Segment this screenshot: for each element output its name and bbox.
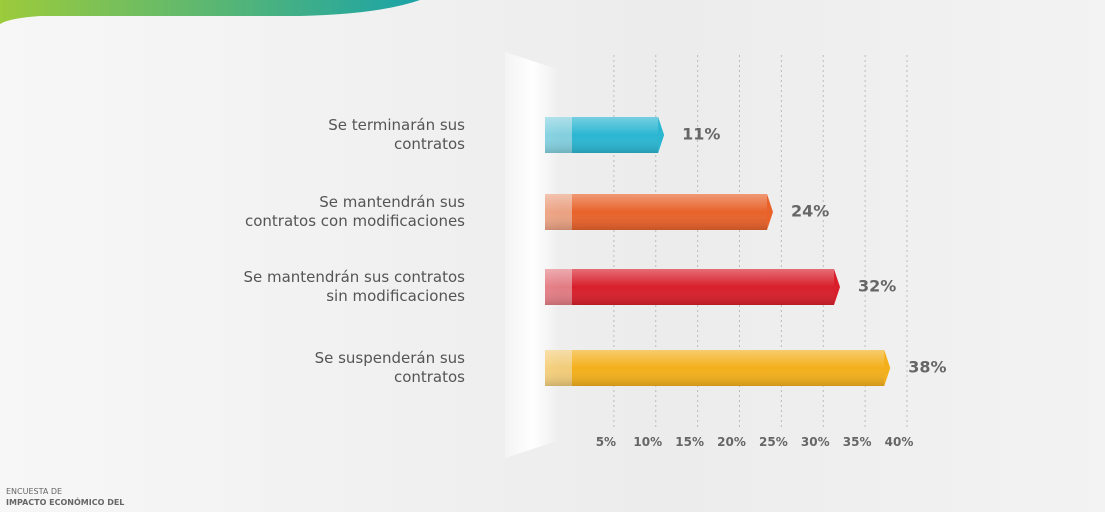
x-tick-label: 10% — [633, 435, 662, 449]
x-tick-label: 15% — [675, 435, 704, 449]
bar-shine — [545, 269, 834, 305]
bar-shine — [545, 194, 767, 230]
value-label: 24% — [791, 202, 829, 221]
x-tick-label: 25% — [759, 435, 788, 449]
category-label: Se mantendrán sus contratos con modifica… — [185, 193, 465, 231]
logo-text: IMPACTO ECONÓMICO DEL — [6, 498, 124, 507]
x-tick-label: 40% — [885, 435, 914, 449]
bar-shine — [545, 117, 658, 153]
bar-shine — [545, 350, 884, 386]
logo-text: ENCUESTA DE — [6, 487, 62, 496]
value-label: 32% — [858, 277, 896, 296]
header-swoosh — [0, 0, 420, 24]
category-label: Se mantendrán sus contratos sin modifica… — [185, 268, 465, 306]
category-label: Se terminarán sus contratos — [185, 116, 465, 154]
chart: 5% 10% 15% 20% 25% 30% 35% 40% 11% 24% 32% 38% — [0, 0, 1105, 512]
value-label: 11% — [682, 125, 720, 144]
x-tick-label: 30% — [801, 435, 830, 449]
panel — [505, 52, 560, 458]
value-label: 38% — [908, 358, 946, 377]
x-tick-label: 5% — [596, 435, 616, 449]
x-tick-label: 20% — [717, 435, 746, 449]
page: 5% 10% 15% 20% 25% 30% 35% 40% 11% 24% 32% 38% ENCU… — [0, 0, 1105, 512]
category-label: Se suspenderán sus contratos — [185, 349, 465, 387]
x-tick-label: 35% — [843, 435, 872, 449]
